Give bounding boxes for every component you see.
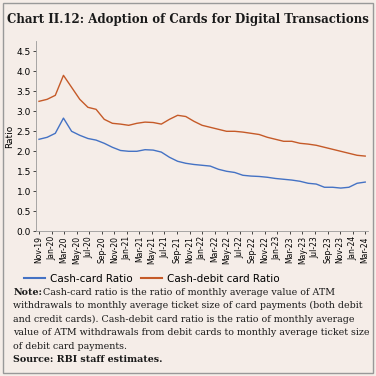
- Cash-card Ratio: [331, 185, 335, 190]
- Cash-debit card Ratio: [183, 114, 188, 119]
- Cash-card Ratio: [86, 136, 90, 141]
- Cash-card Ratio: [347, 185, 351, 190]
- Text: Note:: Note:: [13, 288, 42, 297]
- Text: and credit cards). Cash-debit card ratio is the ratio of monthly average: and credit cards). Cash-debit card ratio…: [13, 315, 355, 324]
- Cash-card Ratio: [314, 182, 318, 186]
- Line: Cash-card Ratio: Cash-card Ratio: [39, 118, 365, 188]
- Cash-card Ratio: [363, 180, 367, 184]
- Cash-card Ratio: [281, 177, 286, 182]
- Cash-card Ratio: [126, 149, 131, 153]
- Text: Source: RBI staff estimates.: Source: RBI staff estimates.: [13, 355, 163, 364]
- Cash-debit card Ratio: [69, 85, 74, 89]
- Cash-card Ratio: [306, 181, 310, 185]
- Cash-debit card Ratio: [53, 93, 58, 98]
- Cash-card Ratio: [175, 159, 180, 164]
- Cash-debit card Ratio: [290, 139, 294, 144]
- Cash-debit card Ratio: [200, 123, 204, 127]
- Cash-debit card Ratio: [94, 107, 99, 112]
- Cash-debit card Ratio: [118, 122, 123, 126]
- Cash-card Ratio: [192, 162, 196, 167]
- Cash-debit card Ratio: [249, 131, 253, 136]
- Text: withdrawals to monthly average ticket size of card payments (both debit: withdrawals to monthly average ticket si…: [13, 301, 363, 310]
- Cash-debit card Ratio: [102, 117, 106, 121]
- Cash-debit card Ratio: [281, 139, 286, 144]
- Cash-debit card Ratio: [224, 129, 229, 133]
- Cash-card Ratio: [69, 129, 74, 133]
- Cash-debit card Ratio: [110, 121, 115, 126]
- Cash-debit card Ratio: [159, 122, 164, 126]
- Cash-debit card Ratio: [331, 147, 335, 152]
- Cash-card Ratio: [151, 148, 155, 152]
- Cash-card Ratio: [143, 147, 147, 152]
- Cash-card Ratio: [37, 137, 41, 141]
- Cash-card Ratio: [355, 181, 359, 185]
- Cash-card Ratio: [232, 170, 237, 175]
- Cash-debit card Ratio: [167, 117, 172, 121]
- Cash-card Ratio: [241, 173, 245, 177]
- Cash-debit card Ratio: [232, 129, 237, 133]
- Cash-card Ratio: [249, 174, 253, 178]
- Legend: Cash-card Ratio, Cash-debit card Ratio: Cash-card Ratio, Cash-debit card Ratio: [24, 274, 280, 284]
- Cash-debit card Ratio: [208, 125, 212, 130]
- Text: of debit card payments.: of debit card payments.: [13, 342, 127, 351]
- Text: Chart II.12: Adoption of Cards for Digital Transactions: Chart II.12: Adoption of Cards for Digit…: [7, 13, 369, 26]
- Cash-debit card Ratio: [273, 137, 278, 141]
- Cash-debit card Ratio: [86, 105, 90, 109]
- Cash-debit card Ratio: [355, 153, 359, 158]
- Cash-card Ratio: [118, 148, 123, 153]
- Cash-card Ratio: [45, 135, 49, 139]
- Cash-debit card Ratio: [45, 97, 49, 102]
- Cash-card Ratio: [94, 138, 99, 143]
- Cash-debit card Ratio: [61, 73, 66, 77]
- Cash-card Ratio: [167, 155, 172, 159]
- Cash-card Ratio: [273, 176, 278, 181]
- Cash-card Ratio: [200, 163, 204, 168]
- Cash-card Ratio: [216, 167, 221, 171]
- Cash-card Ratio: [257, 174, 261, 179]
- Cash-card Ratio: [224, 169, 229, 174]
- Cash-debit card Ratio: [314, 143, 318, 147]
- Cash-card Ratio: [159, 150, 164, 154]
- Line: Cash-debit card Ratio: Cash-debit card Ratio: [39, 75, 365, 156]
- Cash-debit card Ratio: [151, 120, 155, 125]
- Cash-card Ratio: [53, 131, 58, 136]
- Cash-card Ratio: [290, 178, 294, 182]
- Cash-debit card Ratio: [135, 121, 139, 126]
- Cash-debit card Ratio: [37, 99, 41, 103]
- Cash-card Ratio: [77, 133, 82, 138]
- Cash-debit card Ratio: [175, 113, 180, 118]
- Cash-debit card Ratio: [322, 145, 327, 150]
- Cash-card Ratio: [338, 186, 343, 190]
- Cash-debit card Ratio: [363, 154, 367, 158]
- Cash-card Ratio: [61, 116, 66, 120]
- Cash-card Ratio: [183, 161, 188, 165]
- Cash-debit card Ratio: [306, 142, 310, 146]
- Text: Cash-card ratio is the ratio of monthly average value of ATM: Cash-card ratio is the ratio of monthly …: [40, 288, 335, 297]
- Cash-card Ratio: [265, 175, 270, 179]
- Cash-card Ratio: [298, 179, 302, 183]
- Cash-card Ratio: [135, 149, 139, 153]
- Cash-card Ratio: [102, 141, 106, 146]
- Cash-debit card Ratio: [192, 119, 196, 124]
- Cash-debit card Ratio: [216, 127, 221, 132]
- Cash-debit card Ratio: [143, 120, 147, 124]
- Cash-debit card Ratio: [347, 151, 351, 156]
- Cash-debit card Ratio: [77, 97, 82, 102]
- Cash-debit card Ratio: [338, 149, 343, 153]
- Cash-debit card Ratio: [298, 141, 302, 146]
- Cash-debit card Ratio: [241, 130, 245, 134]
- Y-axis label: Ratio: Ratio: [5, 125, 14, 148]
- Cash-card Ratio: [208, 164, 212, 168]
- Text: value of ATM withdrawals from debit cards to monthly average ticket size: value of ATM withdrawals from debit card…: [13, 328, 370, 337]
- Cash-debit card Ratio: [265, 135, 270, 139]
- Cash-debit card Ratio: [126, 123, 131, 127]
- Cash-card Ratio: [110, 145, 115, 150]
- Cash-debit card Ratio: [257, 132, 261, 137]
- Cash-card Ratio: [322, 185, 327, 190]
